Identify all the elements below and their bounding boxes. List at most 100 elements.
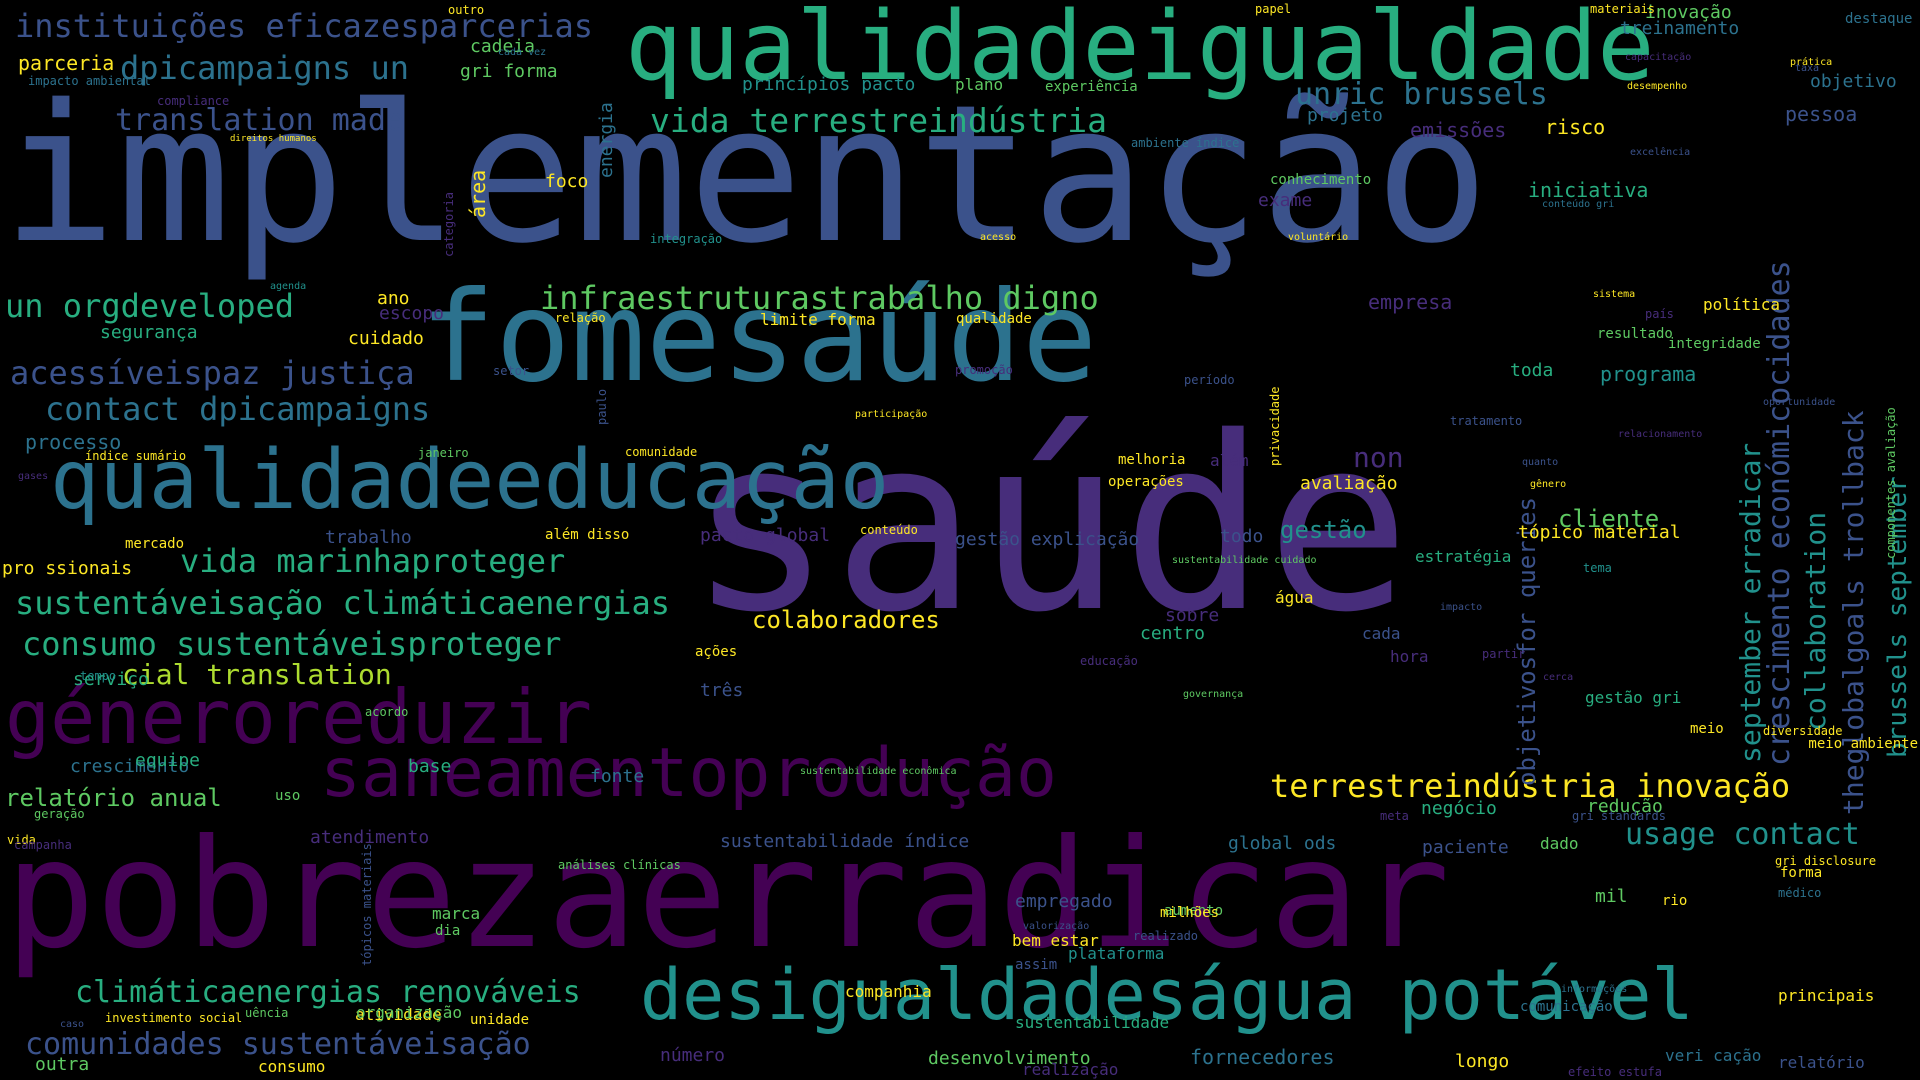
word-colaboradores: colaboradores: [752, 606, 940, 634]
word-bem-estar: bem estar: [1012, 931, 1099, 950]
word-diversidade: diversidade: [1763, 724, 1843, 738]
word-cadeia: cadeia: [470, 36, 536, 57]
word-longo: longo: [1455, 1051, 1510, 1072]
word-milhões: milhões: [1160, 905, 1220, 921]
word-cliente: cliente: [1558, 505, 1660, 533]
word-mil: mil: [1595, 886, 1628, 907]
word-impacto-ambiental: impacto ambiental: [28, 74, 151, 88]
word-sustentabilidade-econômica: sustentabilidade econômica: [800, 766, 957, 777]
word-base: base: [408, 756, 452, 777]
word-meta: meta: [1380, 809, 1409, 823]
word-integridade: integridade: [1668, 336, 1761, 352]
word-outro: outro: [448, 3, 485, 17]
word-integração: integração: [650, 232, 723, 246]
word-serviço: serviço: [73, 669, 149, 690]
word-foco: foco: [545, 171, 589, 192]
word-promoção: promoção: [955, 363, 1013, 377]
word-translation-made: translation made: [115, 103, 404, 138]
word-dpicampaigns-un: dpicampaigns un: [120, 49, 409, 87]
word-fomesaúde: fomesaúde: [420, 265, 1098, 410]
word-plano: plano: [955, 75, 1004, 94]
word-desempenho: desempenho: [1627, 81, 1688, 92]
word-tópicos-materiais: tópicos materiais: [360, 843, 374, 966]
word-desenvolvimento: desenvolvimento: [928, 1048, 1091, 1069]
word-campanha: campanha: [14, 838, 72, 852]
word-trabalho: trabalho: [325, 527, 412, 548]
word-projeto: projeto: [1307, 105, 1383, 126]
word-valorização: valorização: [1023, 921, 1090, 932]
word-agenda: agenda: [270, 281, 307, 292]
word-materiais: materiais: [1590, 2, 1656, 16]
word-atividade: atividade: [355, 1005, 442, 1024]
word-dia: dia: [435, 923, 461, 939]
word-vida: vida: [7, 833, 36, 847]
word-gri-standards: gri standards: [1572, 809, 1666, 823]
word-destaque: destaque: [1845, 11, 1913, 27]
word-educação: educação: [1080, 654, 1138, 668]
word-oportunidade: oportunidade: [1763, 397, 1836, 408]
word-comunicação: comunicação: [1520, 999, 1613, 1015]
word-área: área: [466, 169, 490, 218]
word-melhoria: melhoria: [1118, 452, 1186, 468]
word-hora: hora: [1390, 647, 1429, 666]
word-meio: meio: [1690, 721, 1724, 737]
word-participação: participação: [855, 409, 928, 420]
word-partir: partir: [1482, 647, 1526, 661]
word-acessíveispaz-justiça: acessíveispaz justiça: [10, 354, 415, 392]
word-marca: marca: [432, 904, 481, 923]
word-realizado: realizado: [1133, 929, 1199, 943]
word-categoria: categoria: [442, 191, 456, 257]
word-janeiro: janeiro: [418, 446, 469, 460]
word-unidade: unidade: [470, 1012, 530, 1028]
word-gases: gases: [18, 471, 49, 482]
word-cial-translation: cial translation: [122, 658, 392, 691]
word-sustentabilidade: sustentabilidade: [1015, 1013, 1170, 1032]
word-resultado: resultado: [1597, 326, 1673, 342]
word-direitos-humanos: direitos humanos: [230, 134, 317, 144]
word-vida-terrestreindústria: vida terrestreindústria: [650, 101, 1107, 140]
word-qualidadeeducação: qualidadeeducação: [50, 433, 890, 528]
word-géneroreduzir: géneroreduzir: [5, 673, 592, 761]
word-caso: caso: [60, 1019, 85, 1030]
word-saneamentoprodução: saneamentoprodução: [320, 734, 1057, 813]
word-sistema: sistema: [1593, 289, 1636, 300]
word-privacidade: privacidade: [1268, 386, 1282, 466]
word-tempo: tempo: [80, 669, 117, 683]
word-princípios-pacto: princípios pacto: [742, 74, 916, 95]
word-programa: programa: [1600, 362, 1697, 386]
word-principais: principais: [1778, 986, 1875, 1005]
word-três: três: [700, 680, 744, 701]
word-implementação: implementação: [2, 64, 1490, 285]
word-gênero: gênero: [1530, 479, 1567, 490]
word-uência: uência: [245, 1006, 289, 1020]
word-meio-ambiente: meio ambiente: [1808, 736, 1918, 752]
word-setor: setor: [493, 364, 530, 378]
word-iniciativa: iniciativa: [1528, 178, 1649, 202]
word-un-orgdeveloped: un orgdeveloped: [5, 287, 294, 325]
word-fornecedores: fornecedores: [1190, 1045, 1335, 1069]
word-análises-clínicas: análises clínicas: [558, 858, 681, 872]
word-cerca: cerca: [1543, 672, 1574, 683]
word-redução: redução: [1587, 796, 1663, 817]
word-climáticaenergias-renováveis: climáticaenergias renováveis: [75, 975, 581, 1010]
word-gestão-explicação: gestão explicação: [955, 529, 1140, 550]
word-inovação: inovação: [1645, 2, 1732, 23]
word-terrestreindústria-inovação: terrestreindústria inovação: [1270, 767, 1791, 805]
word-empresa: empresa: [1368, 290, 1453, 314]
word-experiência: experiência: [1045, 79, 1138, 95]
word-vida-marinhaproteger: vida marinhaproteger: [180, 542, 566, 580]
word-além-disso: além disso: [545, 527, 630, 543]
word-ambiente-índice: ambiente índice: [1131, 136, 1240, 150]
word-ações: ações: [695, 644, 738, 660]
word-crescimento-económicocidades: crescimento económicocidades: [1762, 260, 1797, 766]
word-qualidadeigualdade: qualidadeigualdade: [625, 0, 1655, 102]
word-forma: forma: [1780, 865, 1823, 881]
word-tópico-material: tópico material: [1518, 522, 1681, 543]
word-risco: risco: [1545, 115, 1606, 139]
word-infraestruturastrabalho-digno: infraestruturastrabalho digno: [540, 279, 1099, 317]
word-número: número: [660, 1045, 726, 1066]
word-processo: processo: [25, 430, 122, 454]
word-escopo: escopo: [379, 303, 445, 324]
word-companhia: companhia: [845, 982, 932, 1001]
word-período: período: [1184, 373, 1235, 387]
